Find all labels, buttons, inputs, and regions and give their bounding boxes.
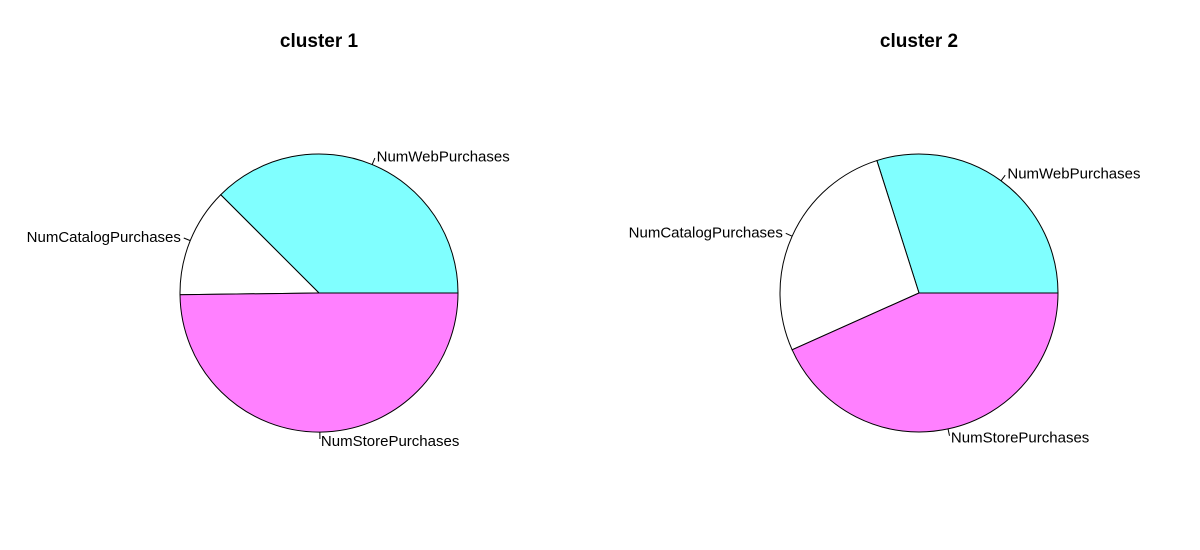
pie-slice-num-catalog-purchases [779, 159, 920, 351]
pie-slice-num-web-purchases [876, 153, 1059, 294]
label-leader-line [371, 157, 376, 165]
label-leader-line [1000, 174, 1006, 182]
pie-chart-cluster-1: cluster 1 NumWebPurchases NumCatalogPurch… [27, 31, 510, 450]
label-leader-line [785, 232, 793, 237]
pie-chart-cluster-2: cluster 2 NumWebPurchases NumCatalogPurch… [629, 31, 1141, 447]
label-leader-line [947, 428, 950, 436]
chart-title-cluster-1: cluster 1 [280, 31, 359, 52]
pie-slice-num-store-purchases [791, 292, 1059, 433]
slice-label-num-web-purchases: NumWebPurchases [377, 148, 510, 165]
chart-title-cluster-2: cluster 2 [880, 31, 958, 52]
slice-label-num-store-purchases: NumStorePurchases [951, 430, 1089, 447]
slice-label-num-web-purchases: NumWebPurchases [1007, 166, 1140, 183]
label-leader-line [183, 237, 191, 242]
pie-slice-num-store-purchases [179, 292, 459, 433]
slice-label-num-store-purchases: NumStorePurchases [321, 433, 459, 450]
slice-label-num-catalog-purchases: NumCatalogPurchases [27, 229, 181, 246]
slice-label-num-catalog-purchases: NumCatalogPurchases [629, 225, 783, 242]
